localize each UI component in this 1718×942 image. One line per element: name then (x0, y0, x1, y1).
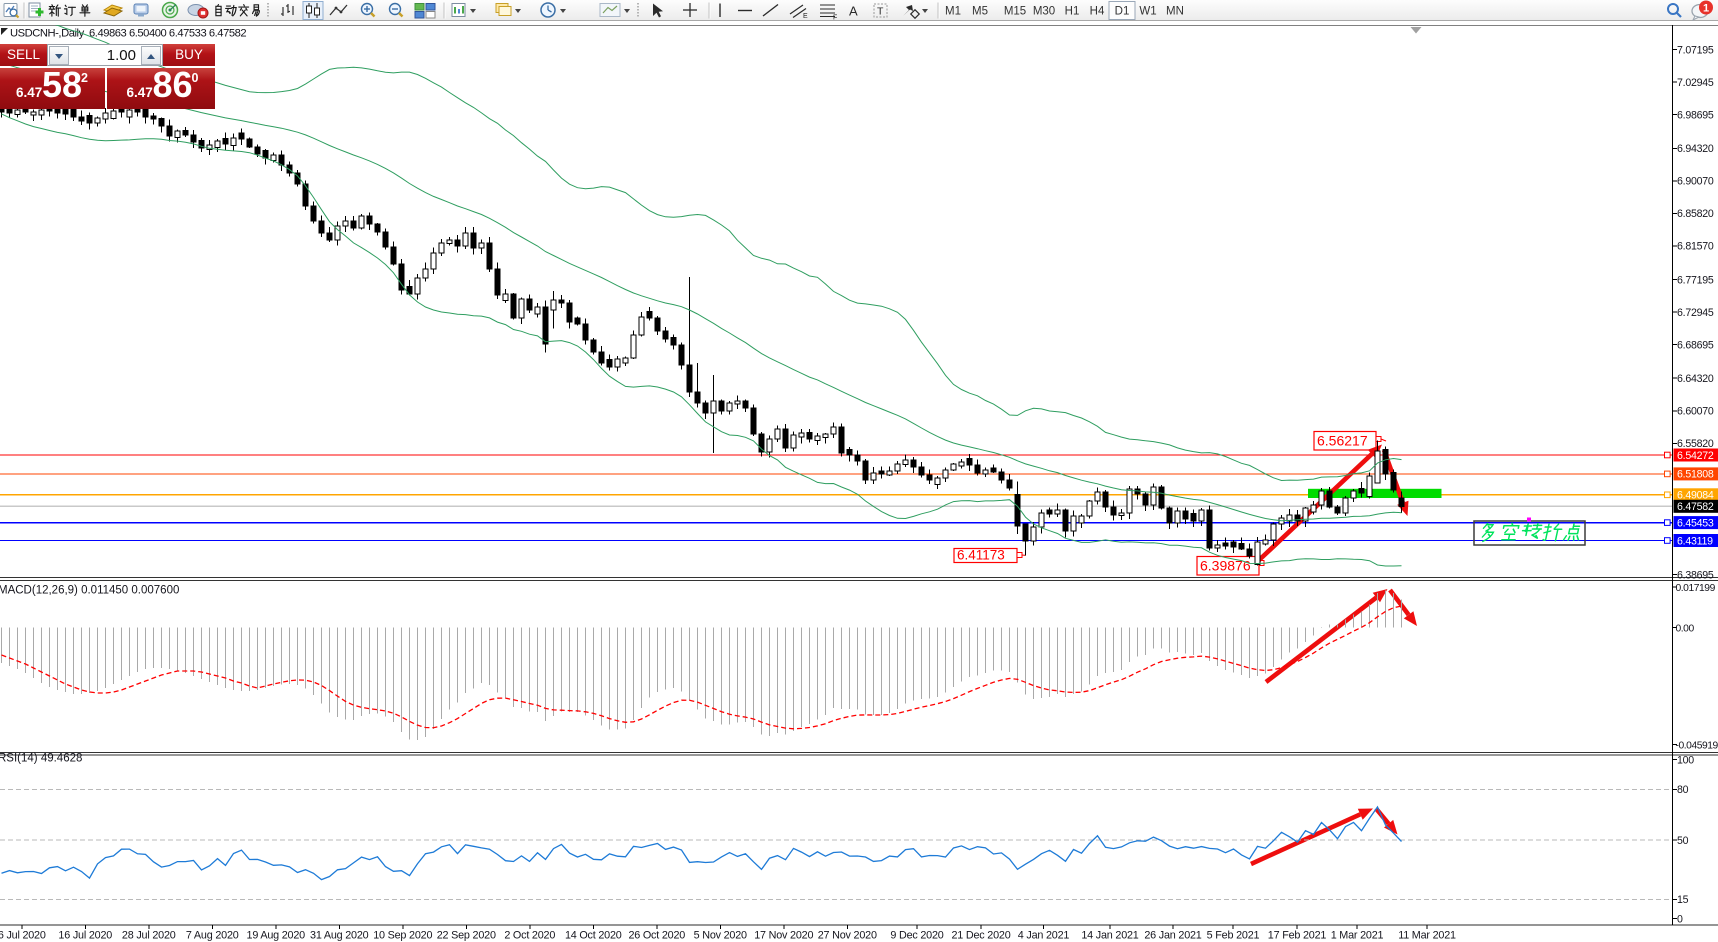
svg-text:0: 0 (1677, 913, 1683, 925)
svg-text:100: 100 (1677, 754, 1694, 766)
svg-text:26 Oct 2020: 26 Oct 2020 (628, 930, 685, 942)
svg-text:6.49084: 6.49084 (1677, 490, 1714, 502)
svg-text:80: 80 (1677, 784, 1689, 796)
svg-text:50: 50 (1677, 835, 1689, 847)
svg-text:7 Aug 2020: 7 Aug 2020 (186, 930, 239, 942)
svg-text:1 Mar 2021: 1 Mar 2021 (1331, 930, 1384, 942)
svg-text:5 Nov 2020: 5 Nov 2020 (694, 930, 747, 942)
svg-text:MN: MN (1166, 6, 1184, 18)
svg-text:19 Aug 2020: 19 Aug 2020 (247, 930, 306, 942)
svg-text:27 Nov 2020: 27 Nov 2020 (818, 930, 877, 942)
svg-text:T: T (877, 6, 884, 18)
svg-text:6.85820: 6.85820 (1677, 208, 1714, 220)
svg-text:0.00: 0.00 (1676, 624, 1695, 635)
svg-text:15: 15 (1677, 894, 1689, 906)
svg-text:A: A (849, 4, 858, 19)
svg-text:6.47582: 6.47582 (1677, 501, 1714, 513)
svg-text:6.51808: 6.51808 (1677, 469, 1714, 481)
svg-text:7.02945: 7.02945 (1677, 77, 1714, 89)
svg-text:4 Jan 2021: 4 Jan 2021 (1018, 930, 1070, 942)
svg-text:6.43119: 6.43119 (1677, 535, 1713, 547)
svg-text:11 Mar 2021: 11 Mar 2021 (1398, 930, 1456, 942)
svg-text:H4: H4 (1090, 6, 1105, 18)
svg-text:6.45453: 6.45453 (1677, 517, 1714, 529)
svg-text:6.56217: 6.56217 (1317, 433, 1368, 449)
svg-text:6.72945: 6.72945 (1677, 307, 1714, 319)
svg-text:6.81570: 6.81570 (1677, 241, 1714, 253)
svg-text:6.94320: 6.94320 (1677, 143, 1714, 155)
svg-text:6.38695: 6.38695 (1677, 569, 1714, 581)
svg-text:6.77195: 6.77195 (1677, 274, 1714, 286)
svg-text:RSI(14) 49.4628: RSI(14) 49.4628 (0, 753, 82, 765)
svg-text:17 Feb 2021: 17 Feb 2021 (1268, 930, 1327, 942)
svg-text:M15: M15 (1004, 6, 1026, 18)
svg-text:6.41173: 6.41173 (957, 548, 1005, 563)
svg-text:MACD(12,26,9) 0.011450 0.00760: MACD(12,26,9) 0.011450 0.007600 (0, 585, 179, 597)
svg-text:22 Sep 2020: 22 Sep 2020 (437, 930, 496, 942)
svg-text:14 Jan 2021: 14 Jan 2021 (1081, 930, 1138, 942)
svg-text:6.54272: 6.54272 (1677, 450, 1714, 462)
svg-text:6.64320: 6.64320 (1677, 373, 1714, 385)
svg-text:1: 1 (1703, 3, 1709, 15)
svg-text:6 Jul 2020: 6 Jul 2020 (0, 930, 46, 942)
svg-text:17 Nov 2020: 17 Nov 2020 (754, 930, 813, 942)
svg-text:6.98695: 6.98695 (1677, 110, 1714, 122)
svg-text:USDCNH-,Daily 6.49863 6.50400: USDCNH-,Daily 6.49863 6.50400 6.47533 6.… (10, 28, 246, 40)
svg-text:7.07195: 7.07195 (1677, 44, 1714, 56)
svg-text:10 Sep 2020: 10 Sep 2020 (373, 930, 432, 942)
svg-text:6.39876: 6.39876 (1200, 558, 1251, 574)
svg-text:14 Oct 2020: 14 Oct 2020 (565, 930, 622, 942)
svg-text:2 Oct 2020: 2 Oct 2020 (504, 930, 555, 942)
svg-text:6.55820: 6.55820 (1677, 438, 1714, 450)
svg-text:6.68695: 6.68695 (1677, 339, 1714, 351)
svg-text:6.90070: 6.90070 (1677, 176, 1714, 188)
svg-text:28 Jul 2020: 28 Jul 2020 (122, 930, 176, 942)
svg-text:M1: M1 (945, 6, 961, 18)
svg-text:E: E (803, 13, 808, 20)
svg-text:31 Aug 2020: 31 Aug 2020 (310, 930, 369, 942)
svg-text:M5: M5 (972, 6, 988, 18)
svg-text:6.60070: 6.60070 (1677, 406, 1714, 418)
svg-text:5 Feb 2021: 5 Feb 2021 (1207, 930, 1260, 942)
svg-text:F: F (833, 15, 837, 22)
svg-text:26 Jan 2021: 26 Jan 2021 (1144, 930, 1201, 942)
svg-text:M30: M30 (1033, 6, 1055, 18)
svg-text:9 Dec 2020: 9 Dec 2020 (890, 930, 943, 942)
svg-text:H1: H1 (1065, 6, 1080, 18)
svg-text:16 Jul 2020: 16 Jul 2020 (58, 930, 112, 942)
svg-text:D1: D1 (1115, 6, 1130, 18)
svg-text:0.017199: 0.017199 (1676, 583, 1716, 594)
svg-text:W1: W1 (1139, 6, 1156, 18)
svg-text:-0.045919: -0.045919 (1676, 740, 1718, 751)
svg-text:21 Dec 2020: 21 Dec 2020 (951, 930, 1010, 942)
